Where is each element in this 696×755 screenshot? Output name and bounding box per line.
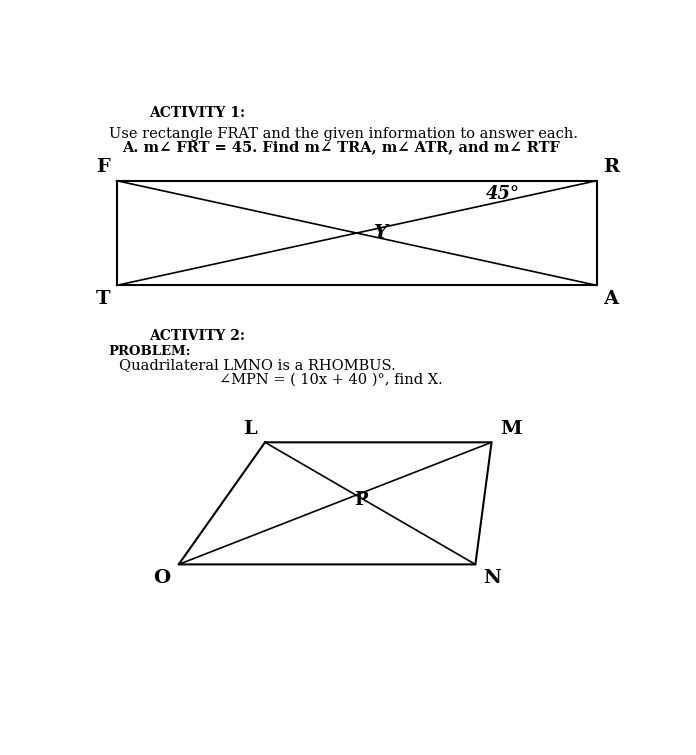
Text: A: A: [603, 290, 618, 308]
Text: 45°: 45°: [486, 185, 520, 203]
Text: F: F: [97, 158, 110, 176]
Text: ACTIVITY 1:: ACTIVITY 1:: [149, 106, 245, 120]
Text: PROBLEM:: PROBLEM:: [109, 345, 191, 358]
Text: A. m∠ FRT = 45. Find m∠ TRA, m∠ ATR, and m∠ RTF: A. m∠ FRT = 45. Find m∠ TRA, m∠ ATR, and…: [122, 140, 560, 154]
Text: O: O: [154, 569, 171, 587]
Text: ∠MPN = ( 10x + 40 )°, find X.: ∠MPN = ( 10x + 40 )°, find X.: [219, 372, 443, 387]
Text: L: L: [244, 420, 257, 438]
Text: M: M: [500, 420, 521, 438]
Text: Use rectangle FRAT and the given information to answer each.: Use rectangle FRAT and the given informa…: [109, 127, 578, 140]
Text: T: T: [95, 290, 110, 308]
Text: ACTIVITY 2:: ACTIVITY 2:: [149, 329, 245, 343]
Text: R: R: [603, 158, 619, 176]
Text: Y: Y: [373, 224, 387, 242]
Text: N: N: [484, 569, 501, 587]
Text: Quadrilateral LMNO is a RHOMBUS.: Quadrilateral LMNO is a RHOMBUS.: [120, 358, 396, 372]
Text: P: P: [354, 492, 367, 510]
